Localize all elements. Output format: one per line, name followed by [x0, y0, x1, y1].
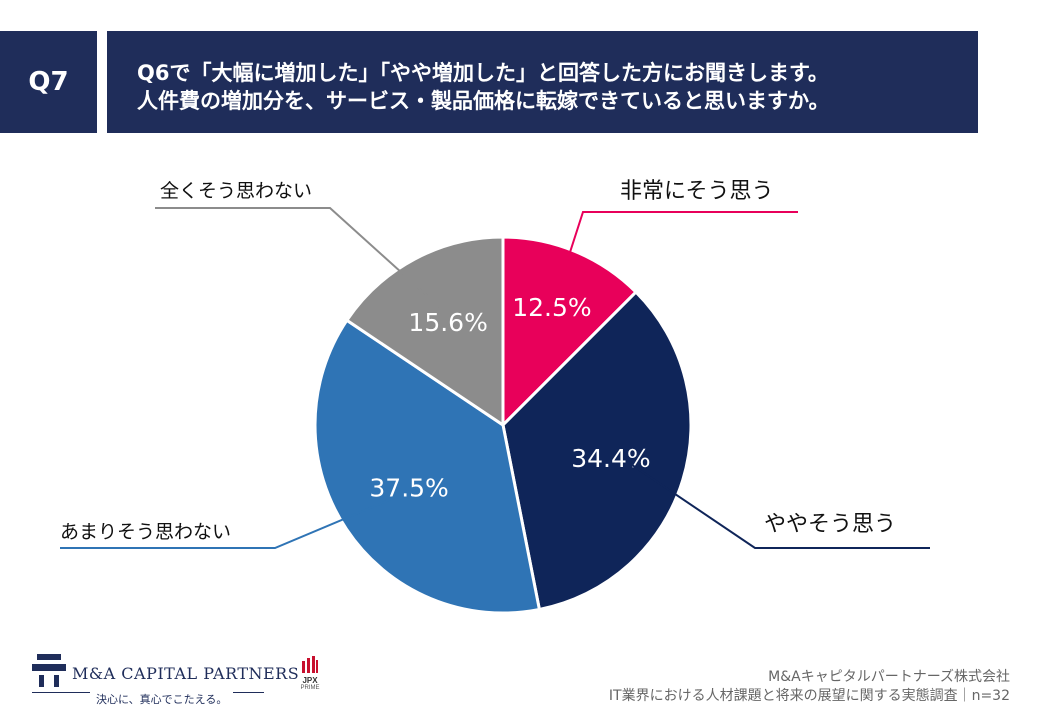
slice-value-label-1: 12.5%: [512, 293, 591, 322]
leader-line-4: [155, 207, 442, 309]
question-title-line-2: 人件費の増加分を、サービス・製品価格に転嫁できていると思いますか。: [137, 89, 830, 113]
question-title: Q6で「大幅に増加した」「やや増加した」と回答した方にお聞きします。 人件費の増…: [107, 31, 978, 133]
jpx-label: JPX: [302, 676, 318, 685]
question-number: Q7: [0, 31, 97, 133]
slice-value-label-4: 15.6%: [408, 308, 487, 337]
slice-value-label-3: 37.5%: [369, 474, 448, 503]
pie-slice-1: [501, 235, 639, 429]
jpx-prime-badge: JPX PRIME: [290, 654, 330, 700]
footer-source: M&Aキャピタルパートナーズ株式会社 IT業界における人材課題と将来の展望に関す…: [609, 668, 1010, 706]
prime-label: PRIME: [300, 685, 320, 691]
logo-mark-icon: [32, 654, 66, 687]
leader-line-1: [552, 211, 798, 303]
pie-slice-3: [313, 318, 542, 615]
category-label-3: あまりそう思わない: [60, 521, 231, 543]
category-label-2: ややそう思う: [764, 512, 896, 537]
category-label-4: 全くそう思わない: [160, 180, 312, 202]
question-title-line-1: Q6で「大幅に増加した」「やや増加した」と回答した方にお聞きします。: [137, 61, 829, 85]
leader-line-3: [60, 497, 393, 549]
footer-company: M&Aキャピタルパートナーズ株式会社: [768, 669, 1010, 685]
footer-survey: IT業界における人材課題と将来の展望に関する実態調査｜n=32: [608, 688, 1010, 704]
leader-line-2: [629, 462, 930, 549]
pie-slice-2: [501, 289, 693, 612]
pie-slice-4: [344, 235, 505, 428]
logo-name: M&A CAPITAL PARTNERS: [72, 664, 300, 683]
category-label-1: 非常にそう思う: [620, 179, 774, 204]
company-logo: M&A CAPITAL PARTNERS 決心に、真心でこたえる。: [32, 654, 299, 707]
logo-tagline: 決心に、真心でこたえる。: [90, 691, 234, 707]
jpx-mark-icon: [302, 656, 318, 673]
